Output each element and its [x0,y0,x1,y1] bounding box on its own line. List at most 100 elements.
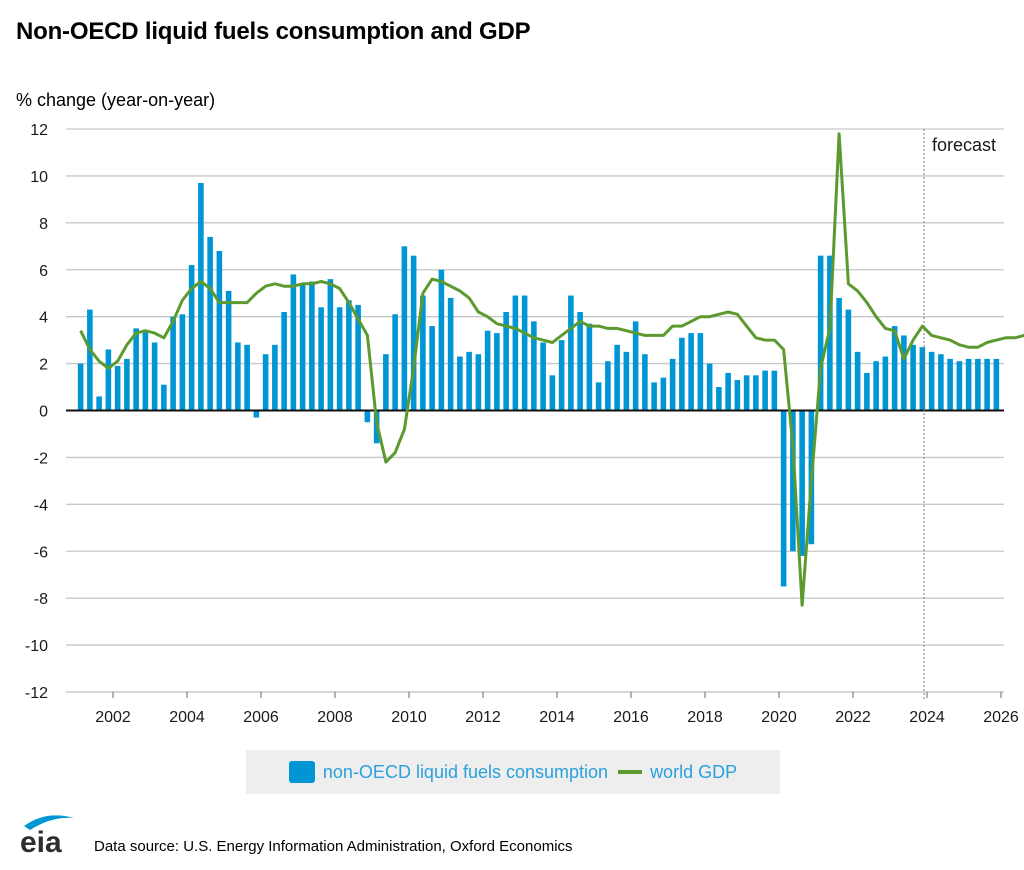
bar [216,250,223,411]
chart-title: Non-OECD liquid fuels consumption and GD… [16,18,531,45]
bar [429,326,435,411]
bar [179,314,186,411]
bar [281,311,287,411]
x-axis: 2002 2004 2006 2008 2010 2012 2014 2016 2018 2020… [66,691,1019,726]
bar [290,274,297,411]
bar [605,361,611,411]
legend: non-OECD liquid fuels consumption world … [246,750,780,794]
x-tick-label: 2024 [909,709,945,726]
x-tick-label: 2026 [983,709,1019,726]
bar [873,361,879,411]
bar [558,340,565,411]
x-tick-label: 2020 [761,709,797,726]
bar [87,309,93,411]
bar [762,370,768,411]
y-axis-ticks: 12 10 8 6 4 2 0 -2 -4 -6 -8 -10 -12 [25,122,48,702]
x-tick-label: 2010 [391,709,427,726]
forecast-marker: forecast [923,129,996,700]
legend-label: world GDP [650,761,738,782]
bar [309,281,315,411]
gdp-line [79,132,1024,607]
bar [484,330,491,411]
bar [669,358,676,411]
bar-series [77,182,1000,587]
x-tick-label: 2016 [613,709,649,726]
bar [262,354,269,411]
bar [207,236,213,411]
forecast-label: forecast [932,135,996,155]
x-tick-label: 2012 [465,709,501,726]
bar [151,342,158,411]
bar [114,365,121,411]
bar [133,328,139,411]
x-tick-label: 2002 [95,709,131,726]
x-tick-label: 2008 [317,709,353,726]
logo-text: eia [20,826,62,858]
bar [253,410,260,418]
bar [383,354,389,411]
y-tick-label: 4 [39,310,48,327]
bar [420,295,426,411]
bar [965,358,972,411]
bar [225,290,232,411]
bar [392,314,398,411]
legend-item-consumption: non-OECD liquid fuels consumption [288,761,609,783]
bar [651,382,657,411]
bar [743,375,750,411]
bar [956,361,963,411]
y-tick-label: 6 [39,263,48,280]
bar [77,363,84,411]
line-series [79,132,1024,607]
bar [725,372,731,411]
bar [938,354,944,411]
bar [457,356,463,411]
bar [327,279,334,411]
bar [188,265,195,411]
y-tick-label: -8 [34,591,48,608]
bar [410,255,417,411]
bar [864,372,870,411]
bar [947,358,953,411]
bar [447,297,454,411]
bar [170,316,176,411]
bar [142,330,149,411]
y-tick-label: 10 [30,169,48,186]
y-tick-label: 0 [39,404,48,421]
bar [817,255,824,411]
bar [124,358,130,411]
legend-swatch-bar [288,761,315,783]
bar [595,382,602,411]
bar [688,333,694,411]
bar [161,384,167,411]
bar [660,377,667,411]
bar [512,295,519,411]
bar [235,342,241,411]
bar [577,311,583,411]
bar [475,354,482,411]
bar [642,354,648,411]
bar [901,335,907,411]
y-tick-label: 12 [30,122,48,139]
bar [716,387,722,411]
bar [975,358,981,411]
bar [928,351,935,411]
bar [299,283,306,411]
bar [586,323,593,411]
bar [244,344,250,411]
bar [96,396,102,411]
bar [984,358,990,411]
y-axis-label: % change (year-on-year) [16,90,216,110]
bar [753,375,759,411]
bar [706,363,713,411]
bar [198,182,204,411]
bar [993,358,1000,411]
bar [503,311,509,411]
legend-label: non-OECD liquid fuels consumption [322,761,609,782]
bar [521,295,528,411]
eia-logo-icon: eia [20,815,74,858]
bar [780,410,787,587]
bar [494,333,500,411]
bar [632,321,639,411]
legend-item-gdp: world GDP [618,762,737,783]
